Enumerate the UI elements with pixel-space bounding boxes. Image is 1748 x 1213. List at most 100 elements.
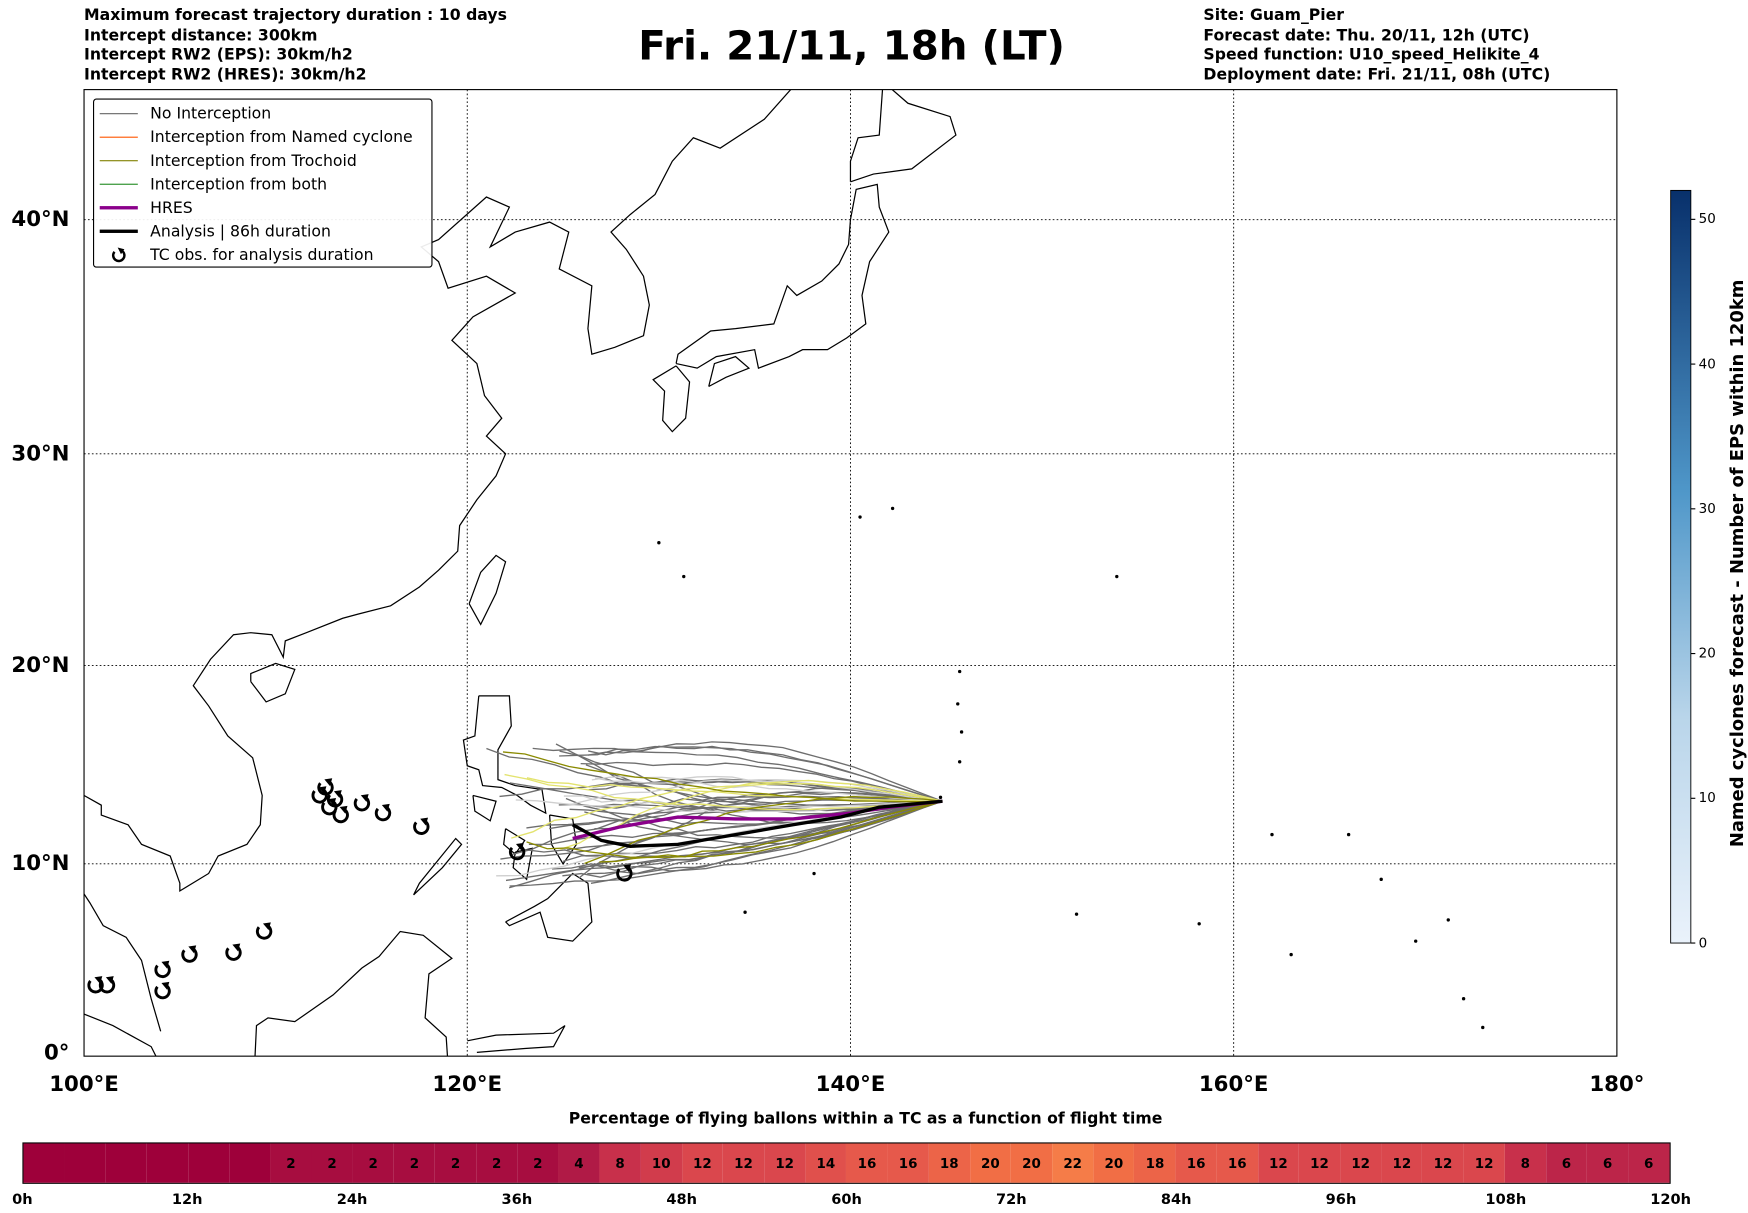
trajectory-line (578, 800, 943, 872)
cyclone-arc (321, 800, 338, 816)
island (1379, 877, 1383, 882)
speed-function-text: Speed function: U10_speed_Helikite_4 (1203, 45, 1540, 64)
legend-label: No Interception (150, 104, 272, 123)
trajectory-line (569, 800, 943, 825)
timeline-tick-label: 72h (996, 1191, 1027, 1209)
island (1074, 912, 1079, 916)
legend-line-icon (99, 136, 139, 138)
coastline (472, 794, 497, 822)
legend-item: HRES (94, 196, 431, 220)
legend-label: Interception from both (150, 175, 328, 194)
timeline-cell (23, 1143, 65, 1183)
island (1481, 1025, 1485, 1030)
island (1446, 918, 1450, 922)
page-title: Fri. 21/11, 18h (LT) (638, 23, 1065, 70)
coastline (675, 183, 890, 369)
island (1414, 939, 1418, 943)
timeline-cell: 10 (640, 1143, 682, 1183)
island (657, 541, 661, 545)
timeline-cell: 20 (1093, 1143, 1135, 1183)
deployment-date-text: Deployment date: Fri. 21/11, 08h (UTC) (1203, 65, 1551, 84)
legend-line-icon (99, 160, 139, 162)
trajectory-line (563, 795, 943, 809)
ensemble-trajectories (486, 741, 943, 889)
island (1289, 952, 1293, 957)
cyclone-arc (311, 788, 328, 804)
timeline-cell: 18 (1134, 1143, 1176, 1183)
timeline-title: Percentage of flying ballons within a TC… (568, 1109, 1163, 1128)
cyclone-arc (374, 806, 392, 822)
cyclone-arc (332, 807, 349, 824)
coastline (250, 662, 296, 703)
legend-item: Interception from both (94, 172, 431, 196)
cyclone-icon (616, 864, 633, 882)
island (1115, 574, 1119, 579)
cyclone-arrowhead (262, 922, 271, 931)
cyclone-arc (317, 780, 334, 796)
timeline-cell: 2 (434, 1143, 477, 1183)
colorbar-tick-label: 30 (1698, 500, 1716, 517)
legend-line-icon (99, 183, 139, 185)
cyclone-arrowhead (232, 943, 241, 952)
timeline-cell: 6 (1545, 1143, 1587, 1183)
cyclone-icon (413, 817, 430, 835)
cyclone-icon (374, 803, 392, 822)
timeline-tick-label: 60h (831, 1191, 862, 1209)
header-left: Maximum forecast trajectory duration : 1… (84, 7, 507, 85)
cyclone-arrowhead (381, 803, 390, 812)
cyclone-arc (255, 924, 273, 940)
cyclone-icon (255, 922, 273, 940)
timeline-tick-label: 0h (12, 1191, 33, 1209)
island (959, 730, 964, 734)
cyclone-icon (99, 246, 139, 263)
island (890, 506, 895, 511)
lon-label: 100°E (49, 1071, 119, 1097)
intercept-eps-text: Intercept RW2 (EPS): 30km/h2 (84, 45, 353, 64)
timeline-bar: 2 2 2 2 2 2 2 4 8 10 12 12 12 14 16 16 18 20 20 22 20 18 16 16 1… (22, 1142, 1671, 1184)
cyclone-arc (98, 978, 116, 994)
cyclone-arrowhead (515, 842, 524, 851)
cyclone-arrowhead (105, 976, 114, 984)
coastline (652, 365, 691, 433)
timeline-tick-label: 24h (336, 1191, 368, 1209)
legend-item: No Interception (94, 102, 431, 126)
legend-item: Analysis | 86h duration (94, 220, 431, 244)
timeline-tick-label: 84h (1160, 1191, 1192, 1209)
island (938, 795, 943, 800)
cyclone-arrowhead (328, 798, 337, 806)
coastline (254, 930, 453, 1057)
timeline-cell: 2 (352, 1143, 394, 1183)
timeline-cell: 12 (1257, 1143, 1299, 1183)
legend-line-icon (99, 229, 139, 233)
trajectory-line (584, 795, 943, 865)
lat-label: 30°N (11, 441, 70, 467)
cyclone-icon (154, 981, 171, 1000)
cyclone-arrowhead (420, 817, 429, 826)
island (858, 515, 862, 519)
map-frame (83, 89, 1618, 1057)
cyclone-icon (225, 943, 242, 961)
cyclone-icon (353, 794, 371, 812)
cyclone-arc (154, 984, 171, 1000)
timeline-cell: 2 (476, 1143, 518, 1183)
coastlines (84, 89, 1485, 1057)
island (1346, 832, 1351, 837)
site-text: Site: Guam_Pier (1203, 6, 1345, 25)
timeline-cell: 12 (1298, 1143, 1341, 1183)
cyclone-icon (326, 790, 344, 808)
timeline-cell: 8 (599, 1143, 641, 1183)
island (956, 702, 960, 706)
legend-item: TC obs. for analysis duration (94, 243, 431, 267)
colorbar-tick-label: 0 (1698, 934, 1708, 951)
colorbar-label: Named cyclones forecast - Number of EPS … (1726, 279, 1748, 848)
cyclone-arrowhead (333, 790, 342, 798)
island (1461, 997, 1466, 1001)
tracks (571, 799, 943, 848)
trajectory-line (511, 782, 943, 839)
timeline-cell: 12 (1340, 1143, 1382, 1183)
cyclone-arrowhead (318, 786, 327, 795)
timeline-cell: 6 (1628, 1143, 1670, 1183)
timeline-tick-label: 108h (1485, 1191, 1527, 1209)
cyclone-arc (413, 819, 430, 835)
trajectory-line (587, 741, 943, 802)
